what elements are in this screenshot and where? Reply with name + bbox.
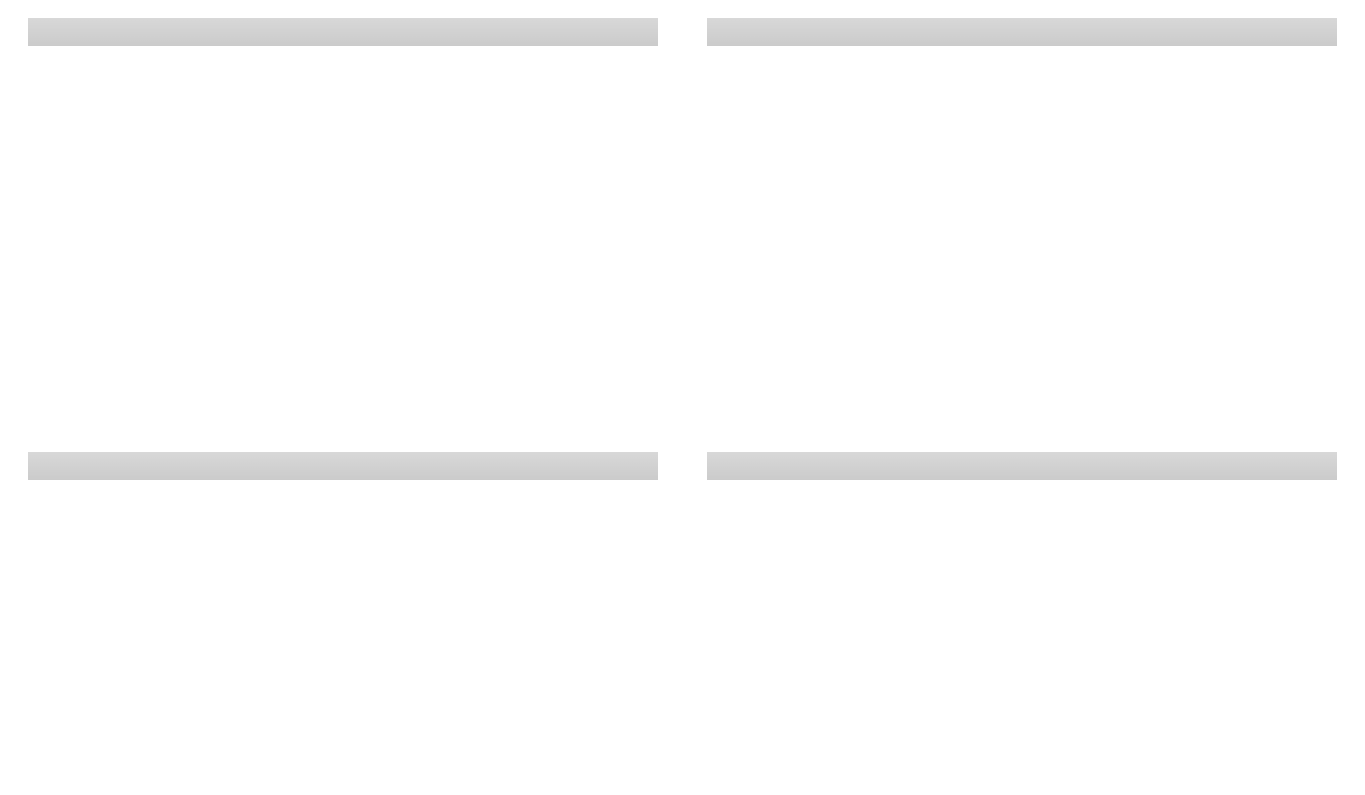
discharge-chart [28, 54, 658, 414]
section-float-life [707, 452, 1337, 788]
section-discharge-characteristics [28, 18, 658, 414]
section-temp-capacity [28, 452, 658, 788]
section-float-charging [707, 18, 1337, 414]
temp-capacity-chart [28, 488, 658, 788]
section-header-float-life [707, 452, 1337, 480]
charts-grid [28, 18, 1337, 788]
float-life-chart [707, 488, 1337, 788]
section-header-discharge [28, 18, 658, 46]
section-header-float-charging [707, 18, 1337, 46]
section-header-temp-capacity [28, 452, 658, 480]
float-charging-chart [707, 54, 1337, 414]
